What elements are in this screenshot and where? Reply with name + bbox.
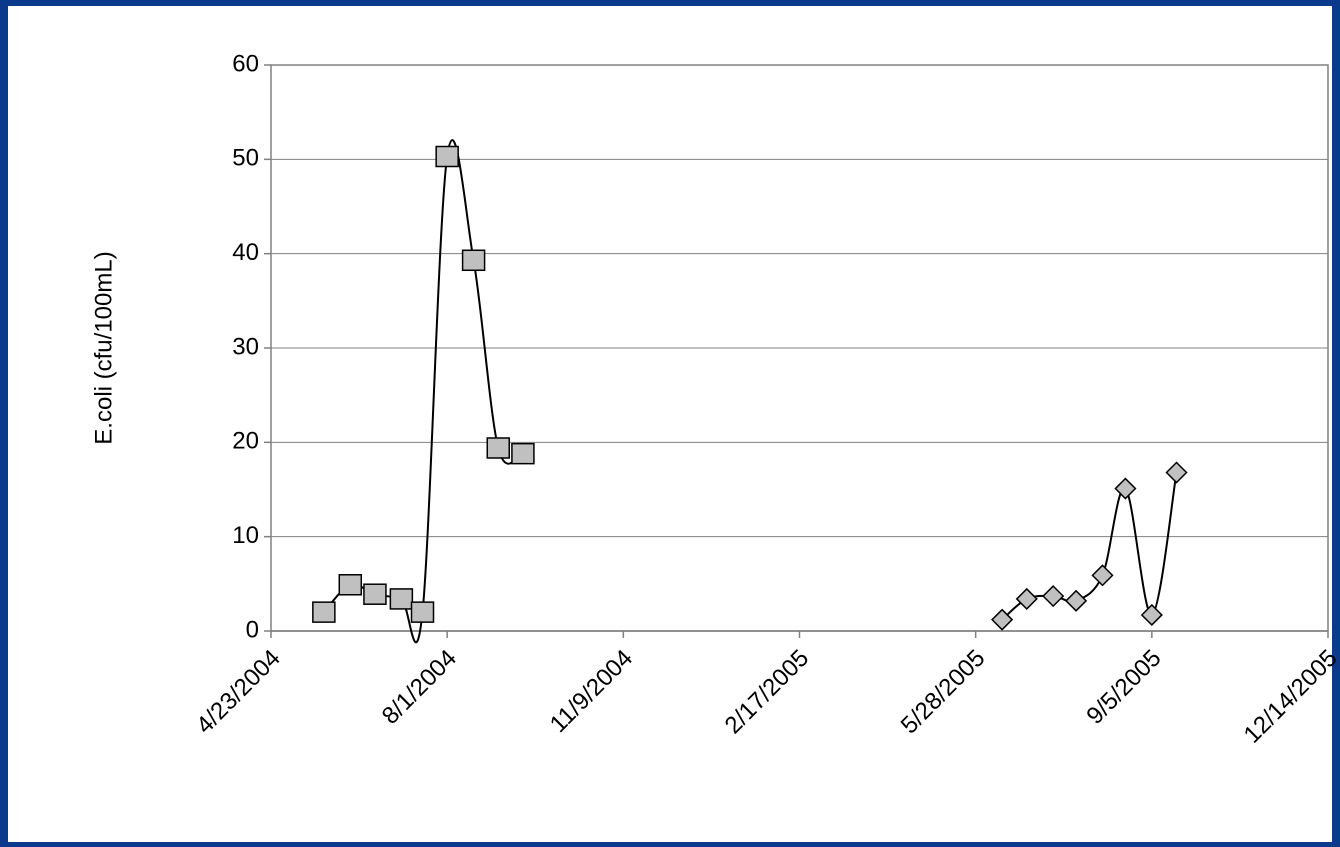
- marker-square: [410, 601, 435, 623]
- marker-diamond: [1114, 477, 1137, 500]
- chart-background: [8, 6, 1332, 842]
- marker-square: [435, 145, 459, 168]
- marker-square: [461, 249, 486, 272]
- marker-diamond: [1042, 585, 1065, 608]
- marker-diamond: [1140, 603, 1163, 627]
- marker-diamond: [1015, 587, 1038, 610]
- y-tick-label: 40: [232, 239, 259, 266]
- y-tick-label: 10: [232, 522, 259, 549]
- y-tick-label: 30: [232, 333, 259, 360]
- y-axis-label: E.coli (cfu/100mL): [90, 251, 117, 444]
- y-tick-label: 20: [232, 428, 259, 455]
- marker-diamond: [991, 608, 1014, 631]
- marker-square: [511, 442, 535, 465]
- marker-diamond: [1065, 589, 1088, 612]
- marker-square: [363, 583, 387, 605]
- y-tick-label: 50: [232, 145, 259, 172]
- marker-square: [312, 601, 336, 623]
- marker-square: [486, 437, 511, 459]
- y-tick-label: 0: [246, 616, 259, 643]
- marker-diamond: [1091, 564, 1114, 587]
- marker-square: [389, 588, 414, 610]
- marker-square: [338, 574, 363, 596]
- y-tick-label: 60: [232, 50, 259, 77]
- marker-diamond: [1165, 461, 1188, 484]
